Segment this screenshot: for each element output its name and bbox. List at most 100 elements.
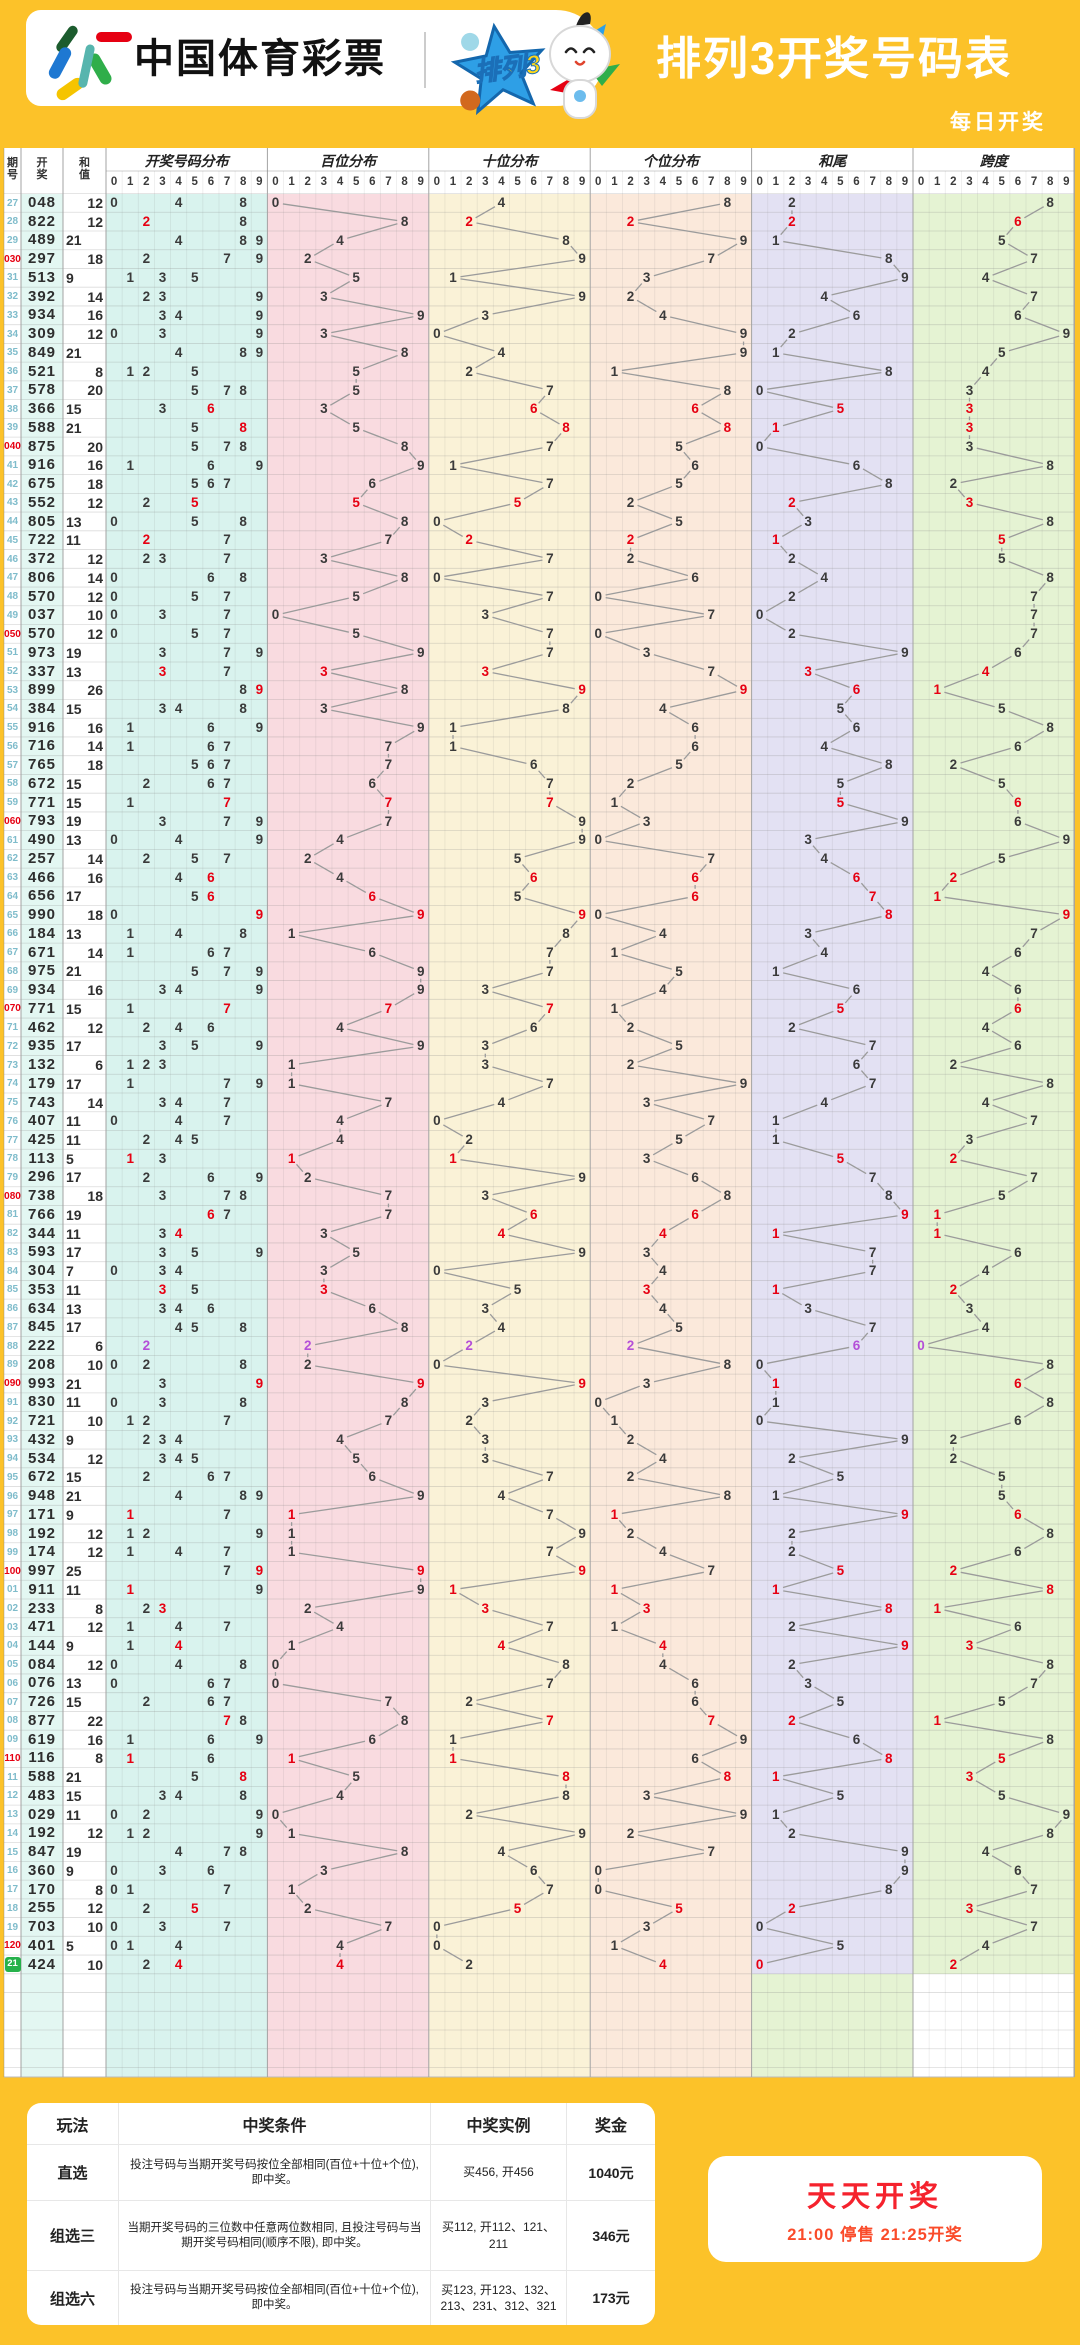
chart-digit: 5 [675, 1038, 683, 1054]
chart-digit: 1 [772, 963, 780, 979]
chart-digit: 3 [158, 1225, 167, 1241]
chart-digit: 8 [1046, 1525, 1054, 1541]
chart-digit: 9 [578, 1825, 586, 1841]
chart-digit: 0 [271, 1806, 280, 1822]
chart-digit: 2 [788, 213, 796, 229]
chart-digit: 5 [675, 1132, 683, 1148]
chart-digit: 7 [223, 1675, 231, 1691]
chart-digit: 4 [497, 1844, 506, 1860]
chart-digit: 1 [287, 1150, 296, 1166]
chart-digit: 2 [142, 1432, 151, 1447]
chart-digit: 3 [320, 288, 328, 304]
chart-digit: 4 [820, 738, 828, 754]
chart-digit: 2 [788, 326, 796, 342]
chart-digit: 7 [384, 1413, 393, 1429]
chart-digit: 8 [239, 1788, 247, 1804]
period-cell: 54 [6, 703, 19, 715]
chart-digit: 4 [497, 195, 506, 211]
chart-digit: 7 [868, 888, 877, 904]
period-cell: 29 [6, 234, 19, 246]
draw-number: 743 [27, 1093, 57, 1111]
chart-digit: 2 [949, 1057, 958, 1073]
chart-digit: 5 [675, 1900, 683, 1916]
scale-digit: 0 [110, 176, 118, 188]
chart-digit: 5 [191, 420, 199, 436]
chart-digit: 8 [239, 1488, 247, 1504]
chart-digit: 8 [562, 1656, 570, 1672]
chart-digit: 2 [142, 1469, 151, 1485]
scale-digit: 4 [336, 176, 344, 188]
scale-digit: 3 [804, 176, 812, 188]
chart-digit: 7 [223, 1844, 231, 1860]
chart-digit: 6 [852, 457, 861, 473]
chart-digit: 2 [626, 1825, 635, 1841]
chart-digit: 8 [723, 420, 732, 436]
chart-digit: 4 [820, 944, 828, 960]
chart-digit: 0 [110, 1263, 118, 1279]
chart-digit: 0 [110, 326, 118, 342]
chart-digit: 5 [352, 382, 360, 398]
draw-number: 037 [27, 606, 57, 624]
chart-digit: 6 [852, 1057, 861, 1073]
chart-digit: 2 [626, 1057, 635, 1073]
chart-digit: 5 [191, 363, 199, 379]
chart-digit: 3 [642, 1094, 651, 1110]
chart-digit: 6 [691, 401, 699, 417]
scale-digit: 0 [917, 176, 925, 188]
sum-value: 10 [87, 1413, 103, 1430]
chart-digit: 9 [901, 1506, 909, 1522]
draw-number: 407 [27, 1112, 57, 1130]
chart-digit: 5 [836, 776, 845, 792]
chart-digit: 4 [336, 1937, 344, 1953]
chart-digit: 9 [416, 982, 425, 998]
chart-digit: 4 [659, 307, 667, 323]
chart-digit: 8 [1046, 457, 1054, 473]
chart-digit: 5 [513, 888, 522, 904]
chart-digit: 8 [239, 1319, 247, 1335]
scale-digit: 5 [352, 176, 360, 188]
chart-digit: 2 [465, 363, 473, 379]
brand-divider [424, 32, 426, 88]
chart-digit: 3 [158, 1432, 167, 1447]
chart-digit: 6 [529, 1863, 538, 1879]
chart-digit: 3 [481, 1450, 490, 1466]
sum-value: 13 [66, 513, 82, 530]
chart-digit: 9 [416, 457, 425, 473]
draw-number: 849 [27, 343, 57, 361]
chart-digit: 9 [901, 1844, 909, 1860]
chart-digit: 2 [142, 1825, 151, 1841]
sum-value: 8 [95, 1600, 103, 1617]
chart-digit: 7 [1030, 288, 1038, 304]
draw-number: 948 [27, 1487, 57, 1505]
chart-digit: 2 [626, 532, 635, 548]
chart-digit: 6 [1014, 1038, 1022, 1054]
chart-digit: 7 [223, 794, 231, 810]
chart-digit: 0 [433, 1263, 441, 1279]
draw-number: 048 [27, 194, 57, 211]
chart-digit: 2 [788, 1619, 796, 1635]
period-cell: 78 [6, 1153, 19, 1165]
win-condition: 投注号码与当期开奖号码按位全部相同(百位+十位+个位),即中奖。 [119, 2145, 431, 2201]
chart-digit: 7 [223, 1207, 231, 1223]
chart-digit: 8 [723, 1357, 732, 1373]
chart-digit: 2 [626, 1432, 635, 1447]
chart-digit: 7 [384, 1694, 393, 1710]
scale-digit: 4 [821, 176, 828, 188]
period-cell: 59 [6, 797, 19, 809]
chart-digit: 0 [594, 1881, 603, 1897]
chart-digit: 9 [255, 1731, 264, 1747]
left-header: 和值 [79, 157, 90, 181]
period-cell: 38 [6, 403, 19, 415]
chart-digit: 7 [1030, 1919, 1038, 1935]
chart-digit: 5 [513, 1900, 522, 1916]
chart-digit: 4 [336, 832, 344, 848]
chart-digit: 8 [400, 345, 409, 361]
draw-number: 552 [27, 493, 57, 511]
draw-number: 716 [27, 737, 57, 755]
chart-digit: 4 [981, 963, 990, 979]
chart-digit: 7 [546, 1675, 554, 1691]
scale-digit: 3 [643, 176, 650, 188]
chart-digit: 2 [949, 1563, 958, 1579]
sum-value: 8 [95, 1881, 103, 1898]
chart-digit: 6 [529, 757, 538, 773]
